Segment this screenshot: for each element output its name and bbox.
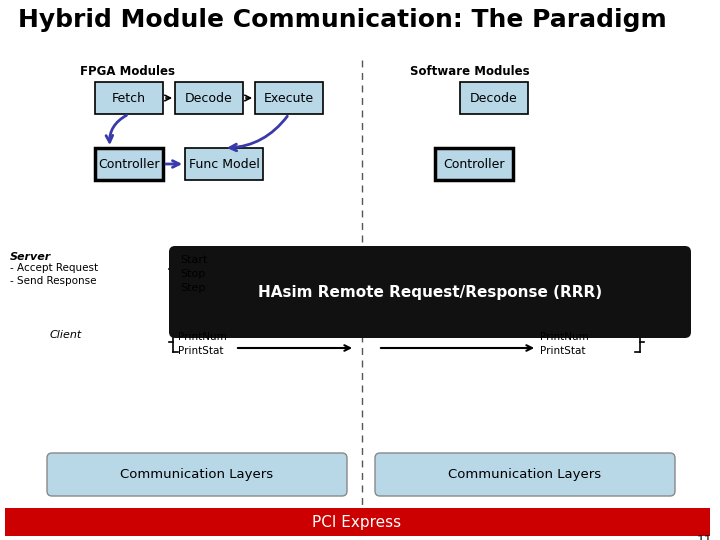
Text: Server: Server bbox=[10, 252, 51, 262]
FancyBboxPatch shape bbox=[169, 246, 691, 338]
Bar bbox=[435, 148, 513, 180]
Text: Execute: Execute bbox=[264, 91, 314, 105]
Text: Decode: Decode bbox=[470, 91, 518, 105]
Text: PCI Express: PCI Express bbox=[312, 515, 402, 530]
Text: Func Model: Func Model bbox=[189, 158, 259, 171]
Text: Fetch: Fetch bbox=[112, 91, 146, 105]
Bar bbox=[175, 82, 243, 114]
Bar bbox=[95, 82, 163, 114]
Text: Start
Stop
Step: Start Stop Step bbox=[180, 255, 207, 293]
Text: Controller: Controller bbox=[444, 158, 505, 171]
Text: PrintNum
PrintStat: PrintNum PrintStat bbox=[178, 332, 227, 356]
Bar bbox=[185, 148, 263, 180]
Bar bbox=[255, 82, 323, 114]
Text: Client: Client bbox=[50, 330, 82, 340]
Text: Controller: Controller bbox=[98, 158, 160, 171]
FancyBboxPatch shape bbox=[375, 453, 675, 496]
Text: FPGA Modules: FPGA Modules bbox=[80, 65, 175, 78]
Text: PrintNum
PrintStat: PrintNum PrintStat bbox=[540, 332, 589, 356]
Bar bbox=[95, 148, 163, 180]
Text: Decode: Decode bbox=[185, 91, 233, 105]
Bar bbox=[5, 508, 710, 536]
Text: Hybrid Module Communication: The Paradigm: Hybrid Module Communication: The Paradig… bbox=[18, 8, 667, 32]
FancyBboxPatch shape bbox=[47, 453, 347, 496]
Text: - Accept Request
- Send Response: - Accept Request - Send Response bbox=[10, 263, 98, 286]
Text: HAsim Remote Request/Response (RRR): HAsim Remote Request/Response (RRR) bbox=[258, 285, 602, 300]
Text: Communication Layers: Communication Layers bbox=[449, 468, 602, 481]
Text: 11: 11 bbox=[696, 534, 712, 540]
Text: Software Modules: Software Modules bbox=[410, 65, 530, 78]
Text: Communication Layers: Communication Layers bbox=[120, 468, 274, 481]
Bar bbox=[460, 82, 528, 114]
